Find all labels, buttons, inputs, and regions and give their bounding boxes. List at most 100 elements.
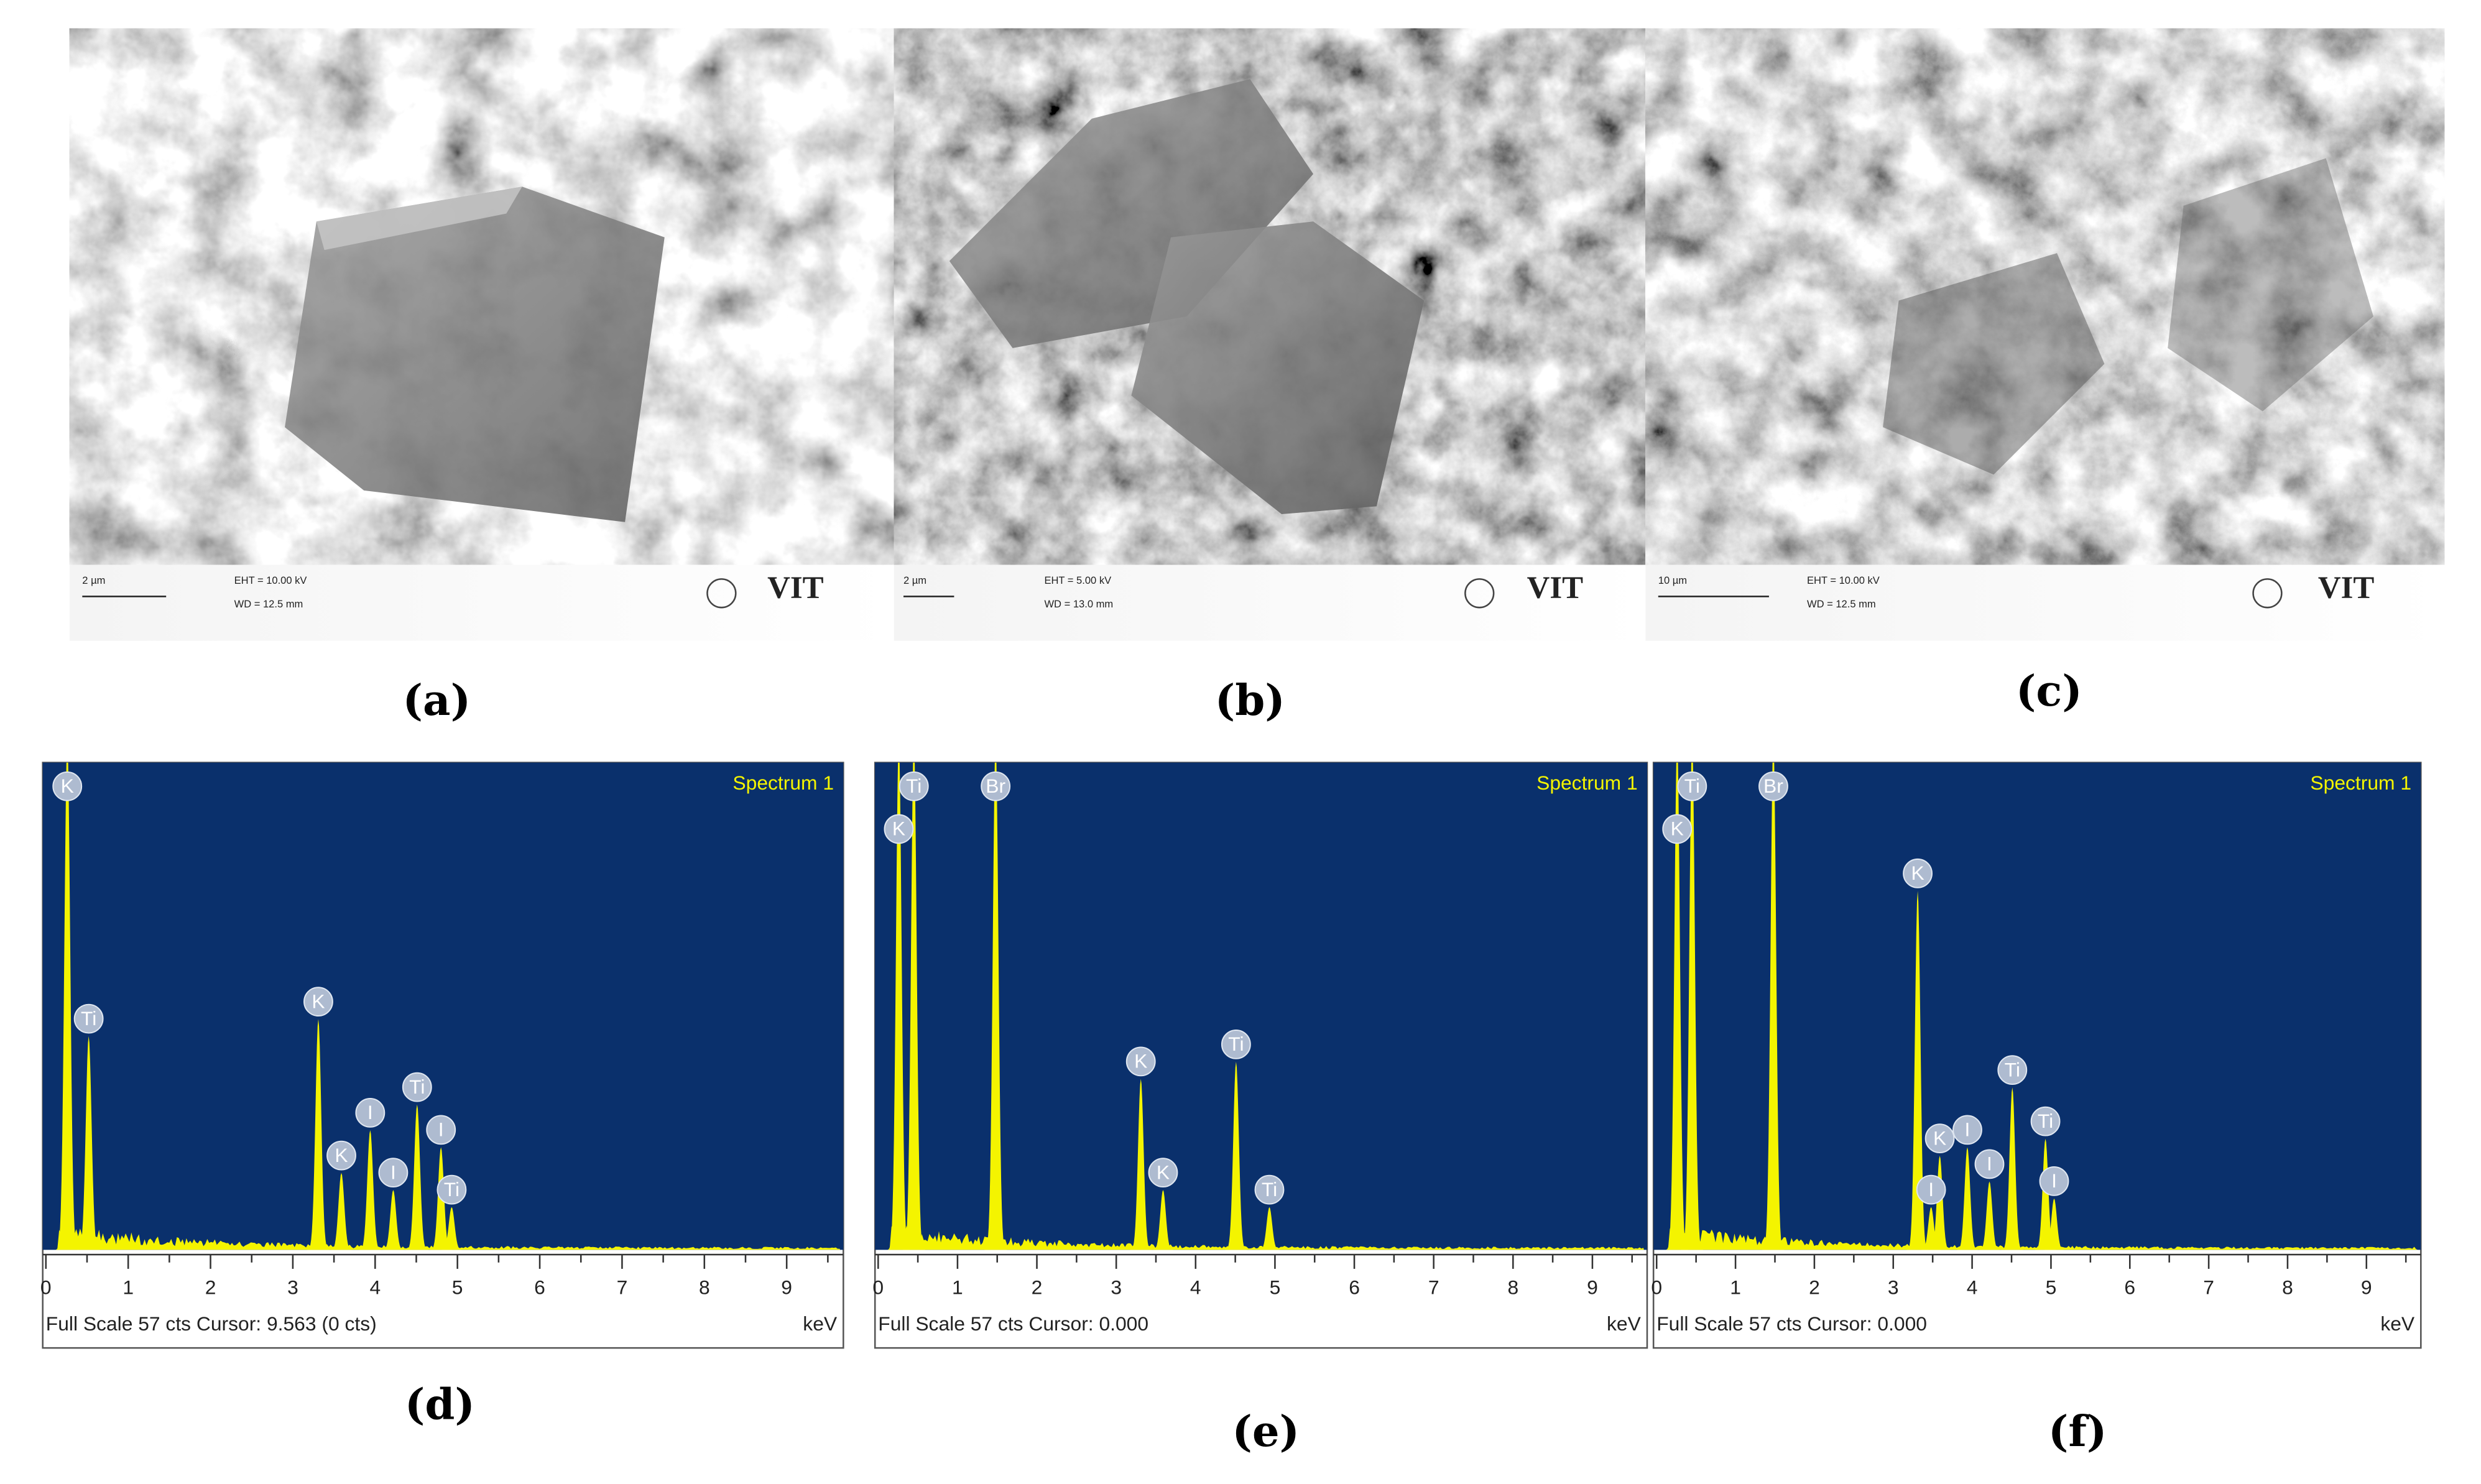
peak [55, 762, 79, 1250]
x-tick-label: 9 [1587, 1276, 1598, 1299]
peak [381, 1190, 405, 1250]
peak [1920, 1207, 1943, 1250]
peak-label: Ti [1228, 1033, 1244, 1055]
peak [2034, 1138, 2057, 1250]
peak-label-bubble [1148, 1158, 1178, 1188]
peak [1978, 1181, 2001, 1250]
peak [440, 1207, 463, 1250]
wd: WD = 12.5 mm [234, 598, 303, 610]
peak [1762, 762, 1785, 1250]
panel-label: (c) [2016, 666, 2082, 716]
peak-label: I [2051, 1169, 2057, 1192]
panel-label: (f) [2048, 1406, 2107, 1457]
peak-label-bubble [303, 987, 333, 1017]
x-tick-label: 0 [40, 1276, 52, 1299]
spectrum-title: Spectrum 1 [2310, 772, 2411, 794]
eht: EHT = 10.00 kV [1807, 574, 1880, 586]
peak-label-bubble [402, 1072, 432, 1102]
wd: WD = 13.0 mm [1044, 598, 1113, 610]
x-tick-label: 5 [2046, 1276, 2057, 1299]
panel-label: (e) [1232, 1406, 1300, 1457]
peak-label-bubble [437, 1174, 467, 1205]
peak-label: Ti [1684, 775, 1700, 797]
footer: Full Scale 57 cts Cursor: 0.000 [878, 1312, 1148, 1335]
peak [1681, 762, 1704, 1250]
peak [1225, 1061, 1247, 1250]
x-tick-label: 6 [1349, 1276, 1360, 1299]
peak-label: Ti [409, 1076, 425, 1098]
peak-label-bubble [426, 1115, 456, 1145]
x-tick-label: 2 [1809, 1276, 1820, 1299]
peak-label: K [61, 775, 74, 797]
x-tick-label: 5 [1270, 1276, 1281, 1299]
logo-emblem [2252, 578, 2283, 609]
spectrum-title: Spectrum 1 [1536, 772, 1638, 794]
peak-label: I [367, 1101, 373, 1123]
peak [1152, 1190, 1175, 1250]
peak-label: Ti [906, 775, 922, 797]
scale-bar-label: 10 µm [1658, 574, 1687, 586]
peak-label-bubble [52, 771, 83, 801]
x-tick-label: 2 [205, 1276, 216, 1299]
eht: EHT = 10.00 kV [234, 574, 307, 586]
logo: VIT [1527, 571, 1584, 606]
info-band [69, 565, 894, 641]
peak-label-bubble [884, 814, 914, 844]
x-tick-label: 5 [452, 1276, 463, 1299]
peak-label-bubble [899, 771, 929, 801]
peak-label-bubble [355, 1097, 386, 1128]
peak-label: K [1134, 1050, 1147, 1072]
peak [984, 762, 1007, 1250]
peak-label-bubble [1221, 1029, 1251, 1059]
x-axis-label: keV [2380, 1312, 2415, 1335]
x-tick-label: 3 [1888, 1276, 1899, 1299]
peak [1956, 1147, 1979, 1250]
panel-label: (a) [403, 675, 471, 726]
x-tick-label: 4 [1967, 1276, 1978, 1299]
peak [358, 1130, 382, 1250]
x-tick-label: 2 [1032, 1276, 1043, 1299]
peak-label: I [1987, 1153, 1992, 1175]
x-tick-label: 3 [287, 1276, 298, 1299]
peak [77, 1036, 101, 1250]
peak [1129, 1079, 1152, 1250]
peak [2043, 1198, 2066, 1250]
wd: WD = 12.5 mm [1807, 598, 1876, 610]
peak-label-bubble [2030, 1106, 2061, 1136]
peak-label: K [312, 990, 325, 1012]
x-tick-label: 1 [1730, 1276, 1741, 1299]
peak-label-bubble [1903, 858, 1933, 888]
peak [330, 1173, 353, 1250]
peak-label-bubble [1677, 771, 1707, 801]
peak-label-bubble [1125, 1046, 1156, 1077]
peak-label: I [438, 1118, 444, 1141]
x-tick-label: 7 [2203, 1276, 2214, 1299]
x-axis-label: keV [1607, 1312, 1642, 1335]
spectrum-title: Spectrum 1 [732, 772, 834, 794]
peak-label: Ti [2038, 1110, 2053, 1132]
peak-label-bubble [1974, 1149, 2005, 1179]
continuum [45, 1225, 841, 1250]
x-tick-label: 6 [534, 1276, 545, 1299]
peak-label: K [1671, 818, 1684, 840]
plot [878, 762, 1644, 1250]
logo-emblem [1464, 578, 1495, 609]
x-tick-label: 0 [872, 1276, 884, 1299]
peak-label-bubble [2039, 1166, 2069, 1196]
peak [1906, 890, 1929, 1250]
x-tick-label: 4 [369, 1276, 381, 1299]
x-tick-label: 8 [1507, 1276, 1518, 1299]
peak-label-bubble [1952, 1115, 1982, 1145]
peak-label-bubble [326, 1140, 356, 1171]
peak-label-bubble [378, 1158, 409, 1188]
footer: Full Scale 57 cts Cursor: 0.000 [1656, 1312, 1927, 1335]
plot-area [42, 762, 844, 1250]
footer: Full Scale 57 cts Cursor: 9.563 (0 cts) [46, 1312, 377, 1335]
peak [902, 762, 925, 1250]
peak-label: Br [986, 775, 1005, 797]
peak-label-bubble [1662, 814, 1693, 844]
x-tick-label: 3 [1111, 1276, 1122, 1299]
x-tick-label: 9 [781, 1276, 792, 1299]
eht: EHT = 5.00 kV [1044, 574, 1111, 586]
